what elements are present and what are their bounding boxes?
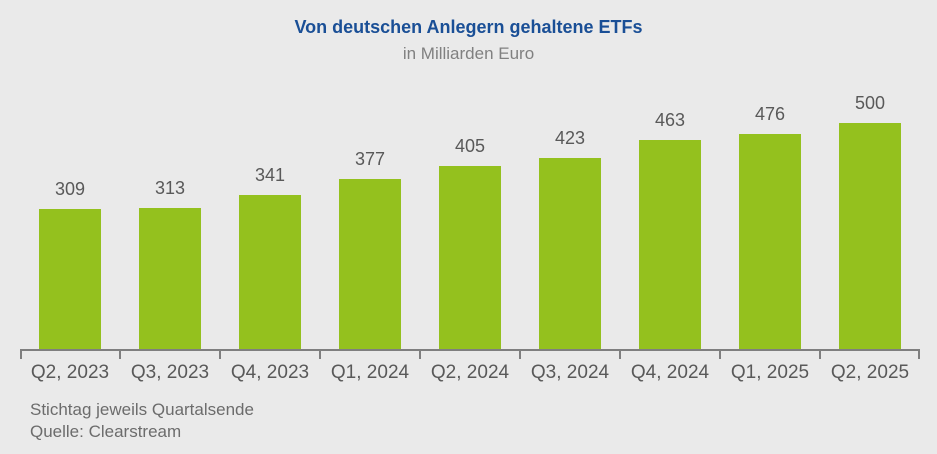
footnote-quelle: Quelle: Clearstream (30, 422, 182, 441)
x-axis-tick-label: Q3, 2023 (130, 362, 210, 383)
chart-footer: Stichtag jeweils Quartalsende Quelle: Cl… (30, 399, 937, 443)
x-axis (20, 349, 920, 359)
x-axis-tick (618, 351, 621, 359)
bar-value-label: 341 (254, 165, 286, 185)
bar-slot: 500 (820, 93, 920, 349)
x-axis-tick-label: Q2, 2023 (30, 362, 110, 383)
bar-value-label: 476 (754, 104, 786, 124)
bar-slot: 341 (220, 165, 320, 349)
x-axis-labels: Q2, 2023 Q3, 2023 Q4, 2023 Q1, 2024 Q2, 2024… (20, 362, 920, 384)
bar (39, 209, 101, 349)
footnote-stichtag: Stichtag jeweils Quartalsende (30, 400, 254, 419)
bar (739, 134, 801, 349)
bar-value-label: 377 (354, 149, 386, 169)
x-axis-tick-label: Q4, 2024 (630, 362, 710, 383)
bar (239, 195, 301, 349)
x-axis-tick (219, 351, 221, 359)
x-axis-tick-label: Q2, 2024 (430, 362, 510, 383)
x-axis-tick (119, 351, 121, 359)
x-axis-tick (918, 351, 920, 359)
bar (439, 166, 501, 349)
x-axis-tick (719, 351, 721, 359)
x-axis-tick-label: Q1, 2025 (730, 362, 810, 383)
x-axis-tick-label: Q2, 2025 (830, 362, 910, 383)
bar-slot: 476 (720, 104, 820, 349)
x-axis-tick (20, 351, 22, 359)
bar-value-label: 309 (54, 179, 86, 199)
bar-slot: 423 (520, 128, 620, 349)
bar-value-label: 405 (454, 136, 486, 156)
bar-value-label: 500 (854, 93, 886, 113)
bar-slot: 405 (420, 136, 520, 349)
bar-slot: 309 (20, 179, 120, 349)
bar (639, 140, 701, 349)
bar (139, 208, 201, 349)
bar (839, 123, 901, 349)
chart-subtitle: in Milliarden Euro (402, 44, 535, 63)
x-axis-tick-label: Q3, 2024 (530, 362, 610, 383)
bar (539, 158, 601, 349)
bar-chart: 309 313 341 377 405 423 463 476 500 Q2, 2023 Q3, … (20, 93, 920, 384)
chart-title: Von deutschen Anlegern gehaltene ETFs (294, 17, 643, 37)
bar-value-label: 313 (154, 178, 186, 198)
x-axis-tick-label: Q1, 2024 (330, 362, 410, 383)
bar-slot: 313 (120, 178, 220, 349)
bars: 309 313 341 377 405 423 463 476 500 (20, 93, 920, 349)
bar (339, 179, 401, 349)
chart-header: Von deutschen Anlegern gehaltene ETFs in… (0, 0, 937, 66)
x-axis-tick (819, 351, 821, 359)
bar-slot: 463 (620, 110, 720, 349)
bar-slot: 377 (320, 149, 420, 349)
x-axis-tick (318, 351, 321, 359)
x-axis-tick (419, 351, 421, 359)
bar-value-label: 423 (554, 128, 586, 148)
x-axis-tick-label: Q4, 2023 (230, 362, 310, 383)
x-axis-tick (519, 351, 521, 359)
bar-value-label: 463 (654, 110, 686, 130)
